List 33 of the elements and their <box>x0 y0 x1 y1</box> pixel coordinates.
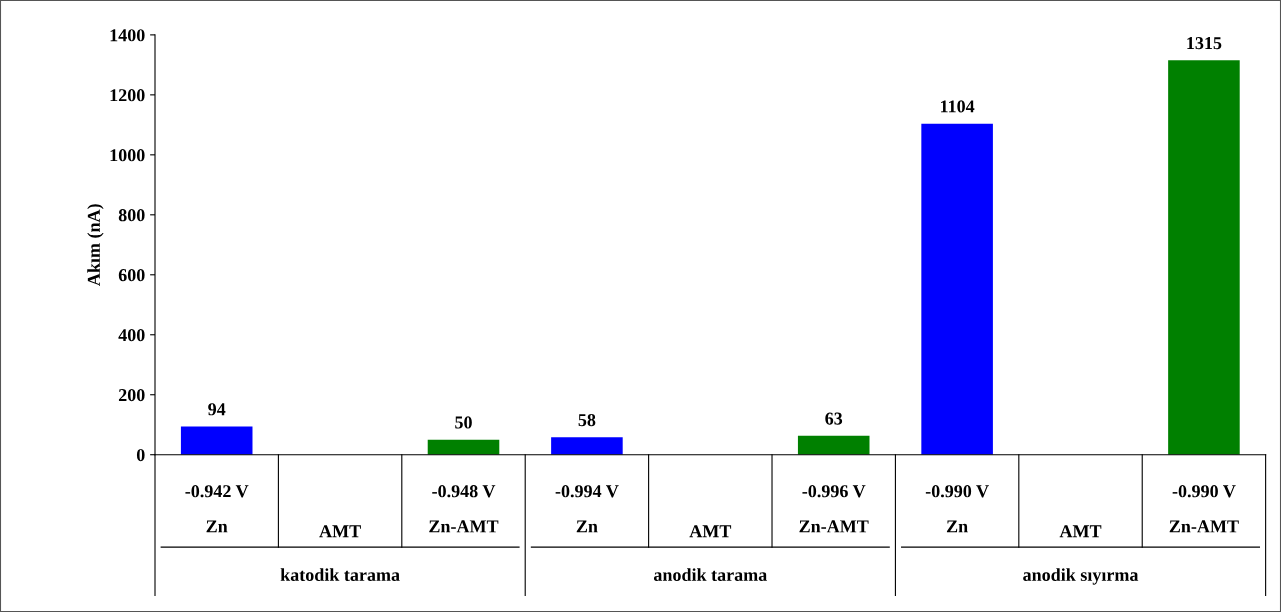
data-label: 1315 <box>1187 37 1222 50</box>
y-axis-title: Akım (nA) <box>87 204 104 286</box>
data-label: 58 <box>578 413 596 427</box>
y-tick-label: 600 <box>118 269 145 282</box>
data-label: 50 <box>455 416 472 429</box>
bar <box>427 439 500 455</box>
category-label: -0.948 V Zn-AMT <box>429 485 499 533</box>
text: katodik tarama <box>280 568 400 581</box>
y-tick-label: 800 <box>118 209 145 222</box>
bar <box>180 426 253 455</box>
y-tick-label: 1200 <box>110 89 145 102</box>
x-tick-label: AMT <box>689 525 732 538</box>
category-label: -0.942 V Zn <box>185 485 249 533</box>
data-label: 94 <box>208 403 226 416</box>
y-tick-label: 400 <box>118 329 145 342</box>
category-label: -0.990 V Zn-AMT <box>1169 485 1239 533</box>
bar <box>551 437 623 455</box>
bar <box>921 123 993 455</box>
y-tick-label: 0 <box>136 448 145 462</box>
x-tick-label: AMT <box>1059 525 1102 538</box>
bar <box>797 435 870 455</box>
category-label: -0.994 V Zn <box>555 485 619 533</box>
y-tick-label: 200 <box>118 389 145 402</box>
bar <box>1168 60 1240 455</box>
text: anodik tarama <box>653 568 767 581</box>
data-label: 1104 <box>941 100 975 113</box>
y-tick-label: 1000 <box>110 149 145 162</box>
data-label: 63 <box>825 412 843 425</box>
text: anodik sıyırma <box>1023 568 1139 585</box>
x-tick-label: AMT <box>319 525 361 538</box>
y-tick-label: 1400 <box>110 29 145 42</box>
category-label: -0.996 V Zn-AMT <box>799 485 869 533</box>
category-label: -0.990 V Zn <box>925 485 989 533</box>
